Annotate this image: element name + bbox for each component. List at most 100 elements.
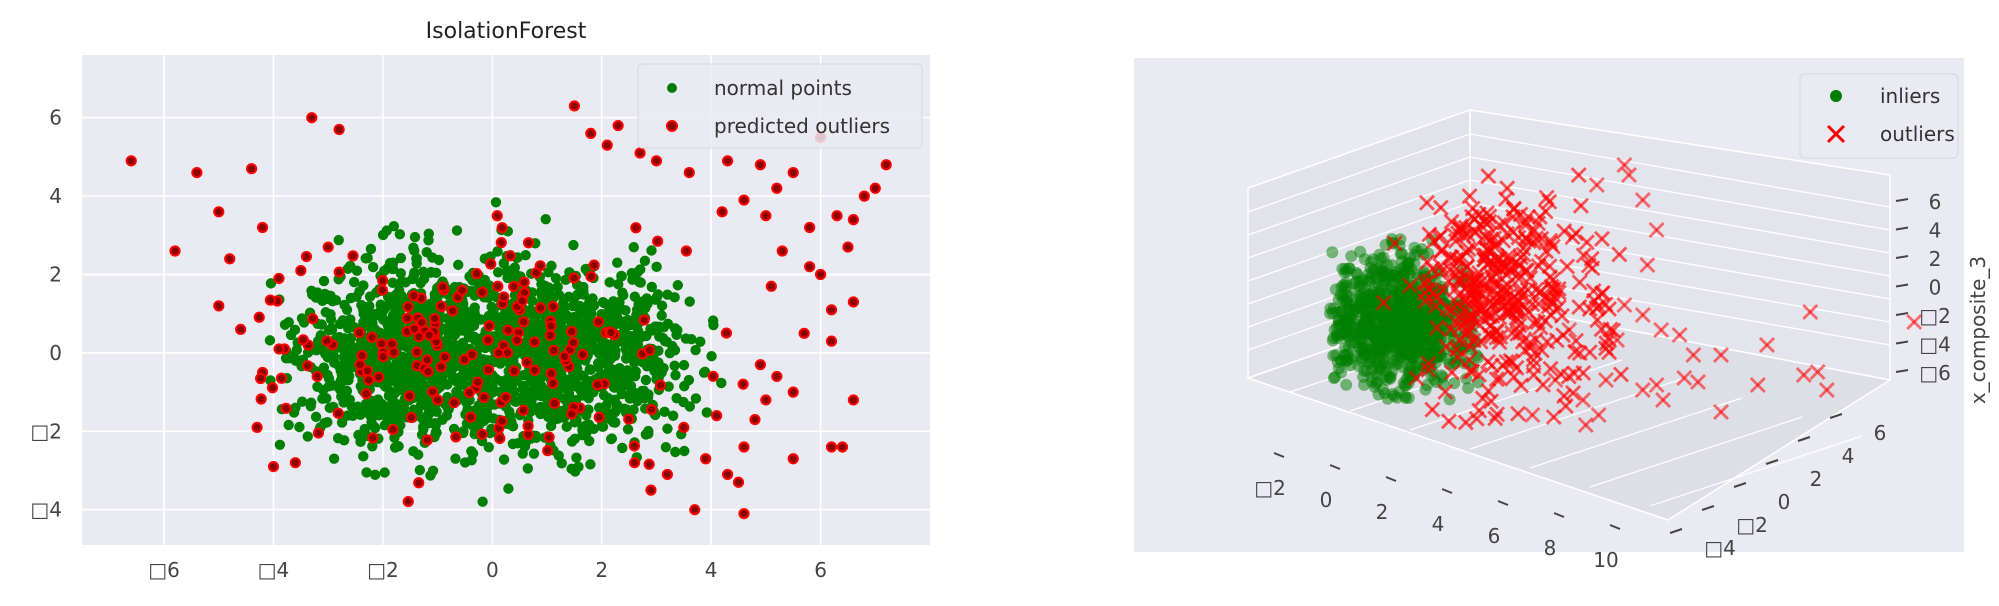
normal-point (620, 376, 631, 387)
normal-point (365, 322, 377, 333)
normal-point (587, 293, 598, 304)
normal-point (667, 410, 679, 421)
left-x-tick-label: □4 (258, 558, 290, 582)
normal-point (583, 306, 594, 318)
outlier-point (1461, 363, 1478, 380)
normal-point (684, 296, 695, 307)
right-floor-gridline (1469, 378, 1683, 450)
outlier-point (1460, 283, 1477, 300)
predicted-outlier-point (361, 365, 374, 377)
predicted-outlier-point (787, 386, 799, 398)
normal-point (399, 376, 411, 388)
normal-point (547, 359, 558, 370)
normal-point (316, 319, 327, 330)
predicted-outlier-point (585, 270, 597, 283)
outlier-point (1616, 297, 1633, 313)
predicted-outlier-point (577, 348, 589, 361)
predicted-outlier-point (435, 361, 447, 373)
outlier-point (1611, 246, 1628, 263)
normal-point (618, 289, 629, 301)
normal-point (451, 225, 463, 236)
predicted-outlier-point (413, 331, 425, 343)
predicted-outlier-point (500, 391, 512, 404)
outlier-point (1542, 360, 1559, 377)
predicted-outlier-point (439, 351, 451, 363)
predicted-outlier-point (485, 258, 497, 270)
predicted-outlier-point (592, 379, 604, 391)
normal-point (415, 400, 427, 411)
normal-point (574, 318, 586, 329)
predicted-outlier-point (511, 334, 523, 346)
predicted-outlier-point (333, 123, 345, 136)
predicted-outlier-point (295, 265, 307, 277)
normal-point (640, 429, 652, 440)
normal-point (342, 263, 354, 274)
predicted-outlier-point (588, 259, 600, 271)
normal-point (633, 304, 644, 315)
normal-point (364, 310, 376, 322)
normal-point (274, 439, 286, 451)
predicted-outlier-point (650, 155, 663, 167)
normal-point (367, 261, 379, 273)
predicted-outlier-point (605, 326, 617, 339)
predicted-outlier-point (869, 182, 881, 194)
normal-point (297, 396, 308, 407)
predicted-outlier-point (528, 336, 541, 348)
normal-point (377, 328, 388, 339)
outlier-point (1484, 308, 1501, 325)
inlier-point (1379, 360, 1392, 373)
normal-point (577, 390, 588, 401)
predicted-outlier-point (363, 374, 375, 386)
right-x-tick-mark (1497, 500, 1509, 506)
normal-point (392, 356, 403, 367)
normal-point (501, 266, 512, 277)
normal-point (443, 338, 455, 350)
outlier-point (1634, 307, 1651, 323)
normal-point (604, 304, 615, 315)
normal-point (667, 340, 678, 352)
normal-point (411, 381, 422, 393)
outlier-point (1639, 257, 1656, 273)
predicted-outlier-point (760, 210, 772, 222)
left-x-tick-label: 6 (814, 558, 827, 582)
normal-point (646, 281, 657, 293)
outlier-point (1713, 404, 1729, 420)
normal-point (387, 263, 399, 275)
normal-point (611, 403, 622, 415)
normal-point (364, 406, 376, 417)
predicted-outlier-point (483, 320, 495, 332)
normal-point (680, 333, 692, 344)
predicted-outlier-point (593, 411, 605, 423)
predicted-outlier-point (847, 214, 860, 226)
predicted-outlier-point (738, 508, 750, 520)
predicted-outlier-point (566, 408, 578, 420)
normal-point (467, 448, 479, 459)
right-back-gridline (1247, 156, 1471, 236)
normal-point (358, 451, 369, 462)
normal-point (601, 354, 612, 365)
inlier-point (1462, 382, 1475, 395)
outlier-point (1420, 361, 1437, 378)
predicted-outlier-point (654, 379, 667, 391)
normal-point (458, 426, 469, 437)
normal-point (690, 393, 702, 404)
predicted-outlier-point (530, 267, 542, 279)
normal-point (408, 242, 419, 253)
predicted-outlier-point (402, 301, 414, 313)
outlier-point (1438, 338, 1455, 355)
normal-point (343, 370, 355, 382)
inlier-point (1392, 270, 1405, 283)
predicted-outlier-point (246, 163, 258, 175)
normal-point (387, 401, 398, 412)
normal-point (597, 296, 609, 308)
right-z-tick-mark (1895, 369, 1909, 373)
normal-point (575, 301, 587, 312)
normal-point (602, 412, 614, 424)
normal-point (635, 264, 646, 275)
predicted-outlier-point (302, 360, 314, 372)
predicted-outlier-point (504, 250, 516, 262)
normal-point (379, 420, 390, 431)
normal-point (526, 295, 538, 307)
outlier-point (1375, 294, 1392, 311)
